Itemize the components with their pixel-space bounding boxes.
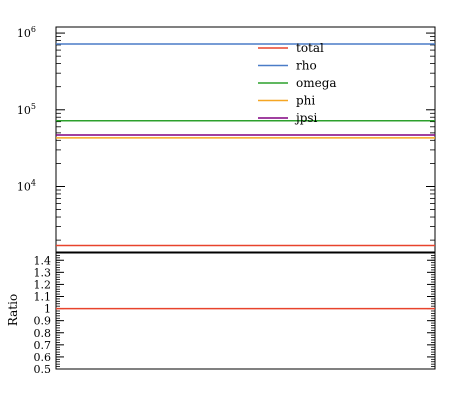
ratio-axis-label: Ratio bbox=[6, 294, 20, 326]
y-tick-label: 104 bbox=[17, 178, 36, 193]
ratio-tick-label: 0.7 bbox=[34, 339, 52, 352]
ratio-frame bbox=[55, 252, 436, 370]
ratio-tick-label: 1.3 bbox=[34, 266, 52, 279]
ratio-tick-label: 1 bbox=[44, 303, 51, 316]
ratio-tick-label: 1.2 bbox=[34, 278, 52, 291]
legend-label-total: total bbox=[296, 41, 324, 55]
ratio-minor-ticks bbox=[56, 252, 435, 370]
legend-label-omega: omega bbox=[296, 76, 337, 90]
legend-label-rho: rho bbox=[296, 59, 317, 73]
ratio-tick-label: 0.5 bbox=[34, 363, 52, 376]
ratio-tick-label: 0.8 bbox=[34, 327, 52, 340]
ratio-tick-label: 1.4 bbox=[34, 254, 52, 267]
ratio-tick-label: 0.6 bbox=[34, 351, 52, 364]
main-minor-ticks bbox=[56, 36, 435, 241]
ratio-tick-label: 0.9 bbox=[34, 315, 52, 328]
main-frame bbox=[55, 26, 436, 253]
legend: total rho omega phi jpsi bbox=[258, 41, 337, 125]
legend-label-jpsi: jpsi bbox=[294, 111, 318, 125]
y-tick-label: 106 bbox=[17, 25, 36, 40]
ratio-panel: 0.50.60.70.80.911.11.21.31.4 Ratio bbox=[6, 252, 436, 376]
ratio-tick-label: 1.1 bbox=[34, 291, 52, 304]
main-panel: 104 105 106 total rho omega phi jpsi bbox=[17, 25, 436, 253]
y-tick-label: 105 bbox=[17, 102, 36, 117]
legend-label-phi: phi bbox=[296, 94, 315, 108]
